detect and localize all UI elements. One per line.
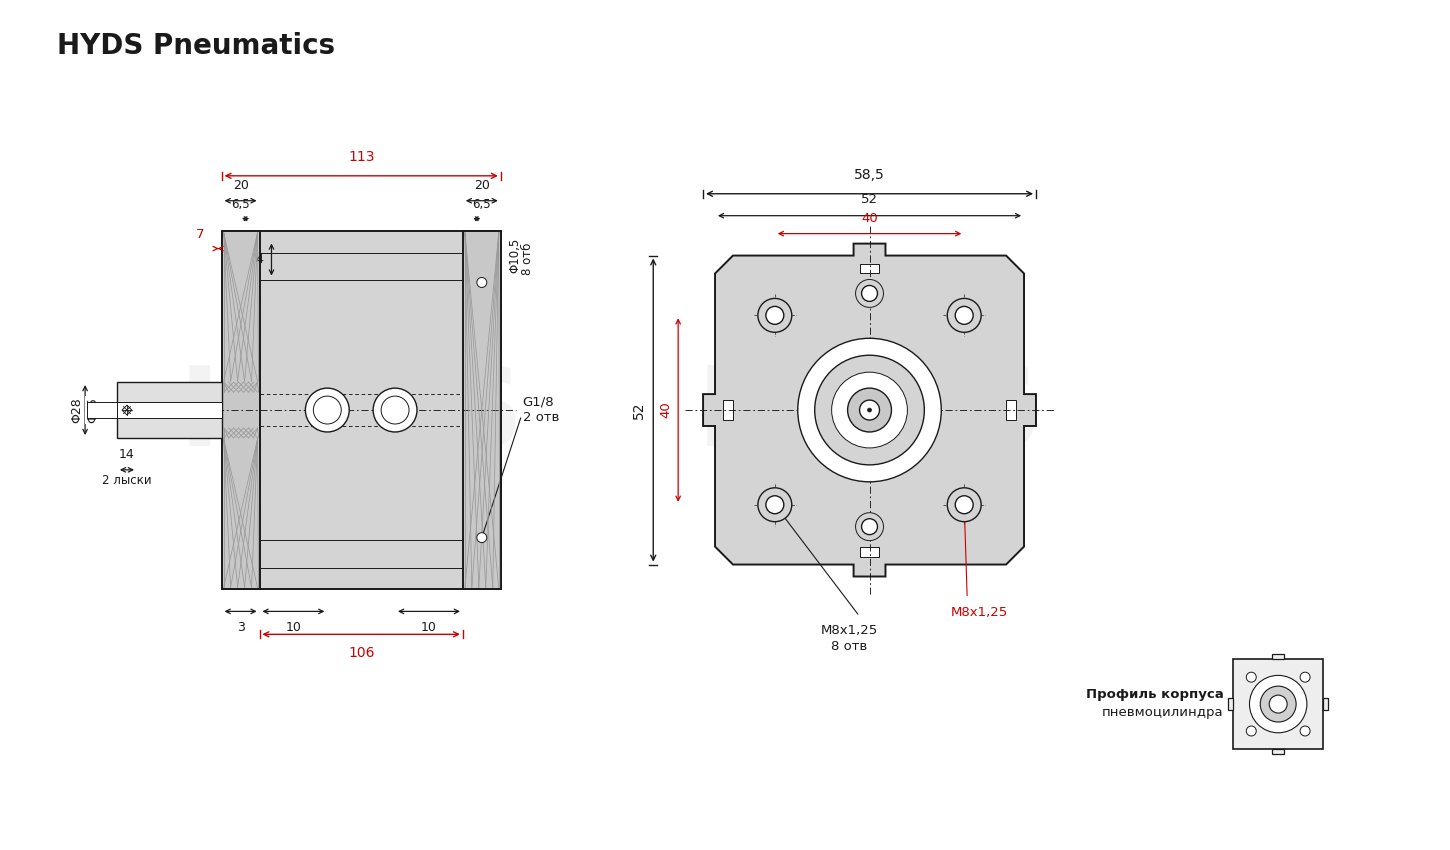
Text: 2 отв: 2 отв: [522, 411, 560, 424]
Circle shape: [1260, 686, 1296, 722]
Circle shape: [856, 513, 883, 541]
Circle shape: [766, 306, 784, 325]
Text: 58,5: 58,5: [854, 167, 884, 182]
Text: 2 лыски: 2 лыски: [102, 473, 152, 487]
Text: 10: 10: [286, 621, 302, 634]
Bar: [117, 382, 222, 438]
Circle shape: [861, 518, 877, 535]
Circle shape: [1250, 676, 1306, 733]
Bar: [1228, 698, 1234, 710]
Bar: [222, 230, 500, 589]
Circle shape: [381, 396, 409, 424]
Text: Φ28: Φ28: [70, 397, 83, 423]
Text: Φ16: Φ16: [86, 397, 99, 422]
Text: 20: 20: [232, 178, 248, 192]
Circle shape: [848, 388, 892, 432]
Circle shape: [798, 338, 941, 482]
Circle shape: [373, 388, 418, 432]
Circle shape: [1247, 726, 1256, 736]
Circle shape: [815, 355, 924, 465]
Text: 7: 7: [196, 228, 204, 241]
Circle shape: [313, 396, 341, 424]
Circle shape: [1301, 672, 1311, 683]
Circle shape: [856, 280, 883, 308]
Text: 52: 52: [861, 193, 879, 206]
Polygon shape: [703, 244, 1035, 576]
Text: 3: 3: [236, 621, 245, 634]
Circle shape: [956, 496, 973, 513]
Circle shape: [477, 533, 487, 542]
Text: 6,5: 6,5: [473, 198, 492, 211]
Text: HYDS Pneumatics: HYDS Pneumatics: [57, 32, 335, 60]
Circle shape: [477, 277, 487, 287]
Circle shape: [306, 388, 349, 432]
Text: 6,5: 6,5: [232, 198, 249, 211]
Circle shape: [947, 488, 982, 522]
Bar: [1272, 654, 1285, 660]
Circle shape: [860, 400, 880, 420]
Text: 4: 4: [255, 253, 264, 266]
Text: HYDS: HYDS: [696, 361, 1043, 468]
Circle shape: [956, 306, 973, 325]
Text: Φ10,5: Φ10,5: [509, 238, 522, 273]
Bar: [87, 402, 117, 418]
Text: G1/8: G1/8: [522, 395, 554, 408]
Polygon shape: [122, 405, 132, 415]
Polygon shape: [1006, 400, 1016, 420]
Text: 113: 113: [348, 150, 374, 164]
Text: 40: 40: [660, 402, 673, 418]
Text: 106: 106: [348, 646, 374, 660]
Circle shape: [861, 286, 877, 302]
Circle shape: [1247, 672, 1256, 683]
Circle shape: [832, 372, 908, 448]
Bar: [1234, 660, 1322, 749]
Circle shape: [947, 298, 982, 332]
Text: 20: 20: [474, 178, 490, 192]
Polygon shape: [724, 400, 732, 420]
Bar: [463, 230, 500, 589]
Text: M8x1,25: M8x1,25: [821, 625, 879, 638]
Circle shape: [758, 298, 792, 332]
Bar: [1272, 749, 1285, 754]
Circle shape: [867, 408, 871, 412]
Text: пневмоцилиндра: пневмоцилиндра: [1102, 706, 1224, 718]
Text: 40: 40: [861, 212, 877, 224]
Text: 8 отб: 8 отб: [521, 242, 534, 275]
Text: 14: 14: [119, 448, 135, 461]
Circle shape: [758, 488, 792, 522]
Text: Профиль корпуса: Профиль корпуса: [1086, 688, 1224, 700]
Circle shape: [1269, 695, 1288, 713]
Text: HYDS: HYDS: [178, 361, 523, 468]
Polygon shape: [860, 547, 880, 557]
Text: 10: 10: [420, 621, 436, 634]
Text: 8 отв: 8 отв: [831, 640, 867, 654]
Text: 52: 52: [632, 401, 647, 419]
Bar: [117, 402, 222, 418]
Bar: [1322, 698, 1328, 710]
Circle shape: [1301, 726, 1311, 736]
Bar: [222, 230, 260, 589]
Text: M8x1,25: M8x1,25: [951, 606, 1008, 620]
Circle shape: [766, 496, 784, 513]
Polygon shape: [860, 264, 880, 274]
